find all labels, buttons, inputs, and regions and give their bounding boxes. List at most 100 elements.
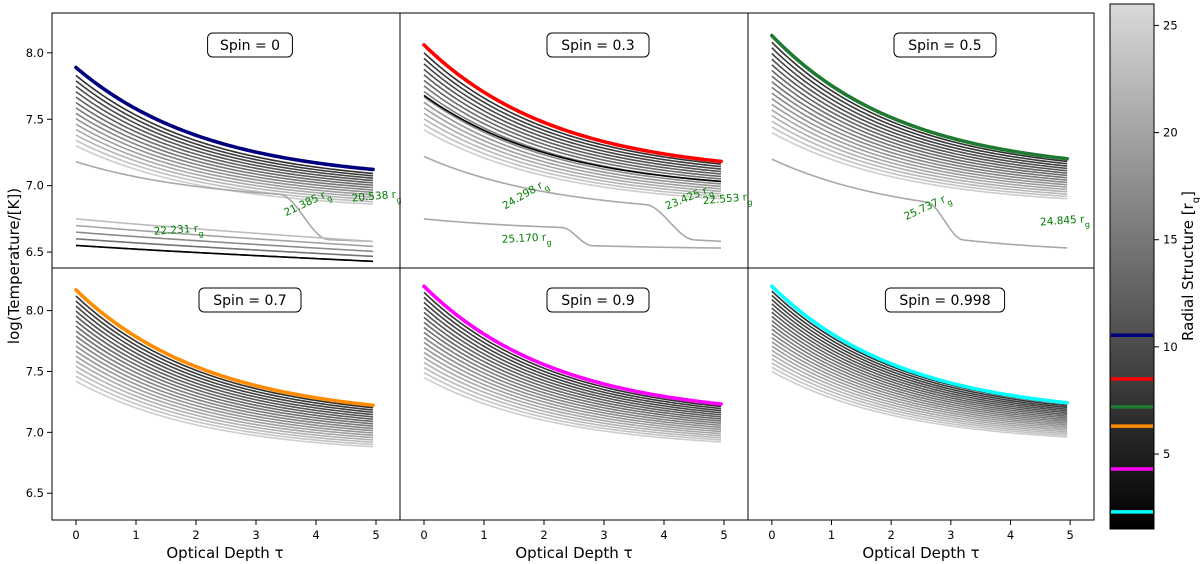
series-line — [423, 361, 722, 437]
x-tick-label: 1 — [480, 528, 487, 542]
series-line — [423, 331, 722, 424]
series-line — [423, 306, 722, 414]
spin-label: Spin = 0.7 — [198, 287, 302, 313]
radius-annotation: 24.845 rg — [1040, 213, 1090, 232]
x-tick-label: 0 — [72, 528, 79, 542]
spin-label-text: Spin = 0.3 — [561, 38, 634, 54]
spin-label-text: Spin = 0.9 — [561, 293, 634, 309]
low-series-line — [75, 224, 374, 248]
radius-annotation-subscript: g — [546, 238, 552, 247]
series-line — [75, 101, 374, 187]
x-tick-label: 3 — [947, 528, 954, 542]
series-line — [771, 52, 1068, 167]
series-line — [423, 101, 722, 188]
spin-label-box — [546, 287, 650, 313]
x-tick-label: 5 — [720, 528, 727, 542]
x-tick-label: 2 — [888, 528, 895, 542]
series-line — [423, 301, 722, 412]
series-line — [423, 96, 722, 185]
spin-label-text: Spin = 0.998 — [899, 293, 990, 309]
series-line — [75, 335, 374, 427]
x-tick-label: 3 — [600, 528, 607, 542]
radius-annotation-subscript: g — [707, 189, 715, 199]
series-line — [771, 81, 1068, 179]
radius-annotation: 22.553 rg — [702, 191, 753, 211]
x-tick-label: 2 — [192, 528, 199, 542]
y-tick-label: 7.0 — [26, 179, 44, 193]
series-line — [423, 376, 722, 443]
series-line — [423, 366, 722, 439]
x-tick-label: 1 — [828, 528, 835, 542]
spin-label-value: 0.998 — [951, 293, 991, 309]
series-line — [423, 296, 722, 410]
series-line — [771, 332, 1068, 423]
series-line — [75, 107, 374, 189]
series-line — [75, 380, 374, 448]
series-line — [423, 351, 722, 433]
spin-label-prefix: Spin = — [561, 38, 612, 54]
series-line — [423, 79, 722, 178]
kinked-series-line — [423, 155, 722, 243]
spin-label-text: Spin = 0.7 — [213, 293, 286, 309]
spin-label: Spin = 0.998 — [884, 287, 1006, 313]
series-line — [771, 120, 1068, 195]
colorbar-label-close: ] — [1179, 191, 1197, 197]
y-tick-label: 8.0 — [26, 46, 44, 60]
colorbar-label: Radial Structure [rg] — [1179, 191, 1200, 341]
radius-annotation: 25.170 rg — [502, 231, 552, 249]
spin-label-value: 0.7 — [264, 293, 286, 309]
series-line — [771, 311, 1068, 414]
series-line — [75, 345, 374, 432]
panel-spin-0.7 — [74, 288, 375, 448]
kinked-series-line — [423, 218, 722, 249]
x-tick-label: 4 — [660, 528, 667, 542]
series-line — [771, 294, 1068, 407]
highlight-series-line — [770, 33, 1069, 161]
spin-label-box — [546, 32, 650, 58]
spin-label: Spin = 0.5 — [893, 32, 997, 58]
series-line — [771, 358, 1068, 433]
panel-spin-0.3 — [422, 43, 723, 249]
series-line — [771, 345, 1068, 428]
series-line — [423, 336, 722, 427]
series-line — [771, 47, 1068, 165]
series-line — [423, 311, 722, 416]
radius-annotation: 25.737 rg — [902, 191, 953, 226]
series-line — [771, 75, 1068, 177]
series-line — [75, 134, 374, 201]
spin-label-box — [198, 287, 302, 313]
radius-annotation-subscript: g — [1084, 220, 1090, 229]
x-tick-label: 4 — [312, 528, 319, 542]
y-tick-label: 7.5 — [26, 364, 44, 378]
spin-label-text: Spin = 0.5 — [908, 38, 981, 54]
radius-annotation: 24.298 rg — [501, 177, 552, 215]
series-line — [75, 85, 374, 179]
series-line — [423, 112, 722, 193]
x-axis-label-1: Optical Depth τ — [166, 544, 283, 562]
spin-label: Spin = 0 — [207, 32, 293, 58]
colorbar-tick-label: 10 — [1163, 340, 1178, 354]
colorbar-label-sub: g — [1191, 197, 1200, 203]
x-tick-label: 0 — [420, 528, 427, 542]
series-line — [771, 69, 1068, 174]
series-line — [75, 91, 374, 182]
series-line — [75, 305, 374, 414]
series-line — [75, 123, 374, 196]
radius-annotation-subscript: g — [542, 183, 551, 193]
series-line — [771, 362, 1068, 435]
black-series-line — [75, 244, 374, 263]
x-tick-label: 5 — [372, 528, 379, 542]
y-tick-label: 7.0 — [26, 425, 44, 439]
series-line — [75, 80, 374, 177]
series-line — [423, 291, 722, 408]
series-line — [75, 139, 374, 203]
radius-annotation-subscript: g — [747, 197, 753, 206]
black-series-line — [423, 94, 722, 183]
highlight-series-line — [74, 288, 375, 408]
series-line — [423, 118, 722, 195]
series-line — [771, 307, 1068, 412]
series-line — [771, 131, 1068, 200]
panel-spin-0.5 — [770, 33, 1069, 249]
series-line — [771, 92, 1068, 184]
